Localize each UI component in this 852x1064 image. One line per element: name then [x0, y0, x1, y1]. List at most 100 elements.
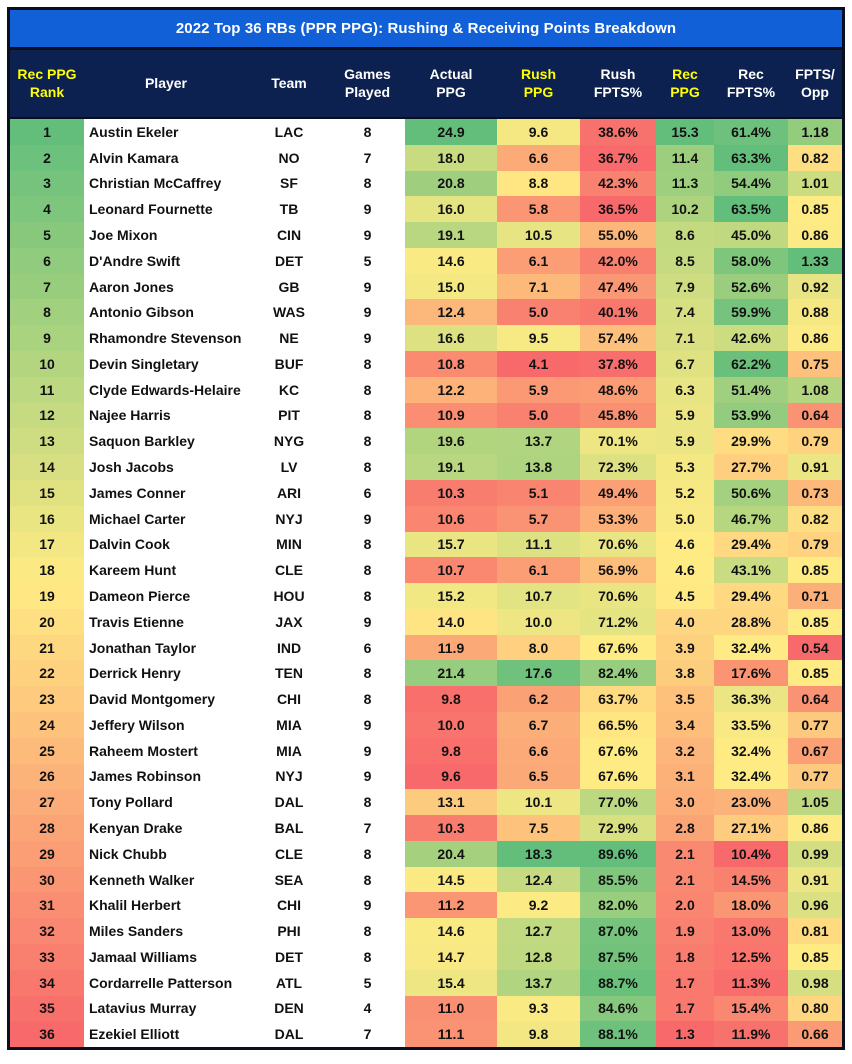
cell-player: Austin Ekeler	[89, 123, 179, 140]
cell-fpts_opp: 0.64	[788, 402, 842, 429]
cell-player: Nick Chubb	[89, 845, 167, 862]
cell-rush_fpts_pct: 85.5%	[580, 866, 656, 893]
table-row: 25 Raheem Mostert MIA 9 9.8 6.6 67.6% 3.2 32.4% 0…	[10, 737, 842, 764]
table-row: 17 Dalvin Cook MIN 8 15.7 11.1 70.6% 4.6 29.4% 0.…	[10, 531, 842, 558]
cell-player: Kenyan Drake	[89, 819, 183, 836]
cell-player: Jamaal Williams	[89, 948, 198, 965]
header-rush_fpts_pct: Rush FPTS%	[593, 66, 643, 100]
cell-rush_fpts_pct: 40.1%	[580, 299, 656, 326]
cell-rec_ppg: 8.5	[656, 247, 714, 274]
cell-rush_fpts_pct: 67.6%	[580, 763, 656, 790]
cell-rec_ppg: 2.1	[656, 866, 714, 893]
cell-rec_fpts_pct: 10.4%	[714, 840, 788, 867]
cell-player: Latavius Murray	[89, 1000, 197, 1017]
cell-rec_fpts_pct: 51.4%	[714, 376, 788, 403]
table-row: 11 Clyde Edwards-Helaire KC 8 12.2 5.9 48.6% 6.…	[10, 376, 842, 403]
cell-rec_fpts_pct: 12.5%	[714, 944, 788, 970]
cell-rec_fpts_pct: 53.9%	[714, 402, 788, 429]
cell-rank: 3	[10, 170, 84, 197]
cell-rec_fpts_pct: 63.5%	[714, 196, 788, 223]
cell-rec_ppg: 5.9	[656, 428, 714, 455]
table-row: 13 Saquon Barkley NYG 8 19.6 13.7 70.1% 5.9 29.9…	[10, 428, 842, 455]
cell-team: NYJ	[275, 510, 303, 527]
cell-rush_fpts_pct: 87.0%	[580, 918, 656, 944]
cell-player: Leonard Fournette	[89, 201, 213, 218]
cell-actual_ppg: 10.8	[405, 351, 497, 377]
cell-team: ARI	[276, 484, 302, 501]
cell-fpts_opp: 0.73	[788, 479, 842, 506]
cell-rush_ppg: 17.6	[497, 660, 580, 687]
cell-rank: 9	[10, 325, 84, 352]
table-row: 24 Jeffery Wilson MIA 9 10.0 6.7 66.5% 3.4 33.5%…	[10, 711, 842, 738]
cell-rec_fpts_pct: 27.7%	[714, 454, 788, 480]
cell-actual_ppg: 10.3	[405, 815, 497, 841]
cell-player: Travis Etienne	[89, 613, 184, 630]
cell-player: Michael Carter	[89, 510, 186, 527]
cell-rush_ppg: 7.5	[497, 815, 580, 841]
cell-games: 6	[363, 484, 372, 501]
header-rank: Rec PPG Rank	[17, 66, 77, 100]
cell-rush_ppg: 6.6	[497, 737, 580, 764]
cell-fpts_opp: 0.77	[788, 763, 842, 790]
cell-rec_fpts_pct: 17.6%	[714, 660, 788, 687]
cell-player: Devin Singletary	[89, 355, 199, 372]
table-row: 14 Josh Jacobs LV 8 19.1 13.8 72.3% 5.3 27.7% 0.9…	[10, 454, 842, 480]
cell-rec_fpts_pct: 58.0%	[714, 247, 788, 274]
cell-actual_ppg: 24.9	[405, 119, 497, 145]
cell-rank: 25	[10, 737, 84, 764]
cell-rec_fpts_pct: 29.9%	[714, 428, 788, 455]
header-games: Games Played	[344, 66, 391, 100]
cell-fpts_opp: 0.67	[788, 737, 842, 764]
cell-rec_ppg: 3.8	[656, 660, 714, 687]
cell-fpts_opp: 1.08	[788, 376, 842, 403]
cell-team: KC	[278, 381, 300, 398]
cell-team: CHI	[276, 691, 302, 708]
stats-table-frame: 2022 Top 36 RBs (PPR PPG): Rushing & Rec…	[7, 7, 845, 1050]
cell-rec_fpts_pct: 63.3%	[714, 144, 788, 171]
cell-rec_fpts_pct: 23.0%	[714, 789, 788, 816]
cell-actual_ppg: 11.1	[405, 1021, 497, 1048]
cell-player: Clyde Edwards-Helaire	[89, 381, 241, 398]
cell-games: 9	[363, 304, 372, 321]
cell-rank: 2	[10, 144, 84, 171]
cell-rush_ppg: 7.1	[497, 273, 580, 300]
cell-fpts_opp: 0.79	[788, 428, 842, 455]
cell-rush_fpts_pct: 57.4%	[580, 325, 656, 352]
cell-rec_ppg: 1.7	[656, 995, 714, 1022]
cell-games: 5	[363, 974, 372, 991]
cell-team: TEN	[275, 665, 303, 682]
cell-team: CHI	[276, 897, 302, 914]
cell-team: PHI	[277, 923, 301, 940]
cell-rec_ppg: 2.1	[656, 840, 714, 867]
cell-rank: 24	[10, 711, 84, 738]
cell-fpts_opp: 1.18	[788, 119, 842, 145]
cell-rec_fpts_pct: 13.0%	[714, 918, 788, 944]
cell-rush_ppg: 12.8	[497, 944, 580, 970]
cell-games: 8	[363, 691, 372, 708]
cell-rec_fpts_pct: 46.7%	[714, 505, 788, 532]
cell-rec_ppg: 3.5	[656, 686, 714, 712]
cell-team: DET	[275, 252, 303, 269]
cell-actual_ppg: 15.0	[405, 273, 497, 300]
cell-team: SF	[280, 175, 298, 192]
header-rush_ppg: Rush PPG	[521, 66, 556, 100]
cell-rush_fpts_pct: 67.6%	[580, 737, 656, 764]
table-row: 7 Aaron Jones GB 9 15.0 7.1 47.4% 7.9 52.6% 0.92	[10, 273, 842, 300]
cell-team: PIT	[278, 407, 300, 424]
cell-rush_fpts_pct: 36.5%	[580, 196, 656, 223]
cell-rec_ppg: 11.3	[656, 170, 714, 197]
cell-actual_ppg: 14.0	[405, 608, 497, 635]
cell-games: 8	[363, 871, 372, 888]
cell-rec_ppg: 11.4	[656, 144, 714, 171]
cell-rank: 34	[10, 969, 84, 996]
table-row: 2 Alvin Kamara NO 7 18.0 6.6 36.7% 11.4 63.3% 0.8…	[10, 144, 842, 171]
cell-rush_fpts_pct: 89.6%	[580, 840, 656, 867]
cell-fpts_opp: 0.85	[788, 196, 842, 223]
cell-fpts_opp: 0.86	[788, 815, 842, 841]
cell-rank: 29	[10, 840, 84, 867]
cell-rank: 19	[10, 583, 84, 609]
cell-actual_ppg: 11.0	[405, 995, 497, 1022]
cell-player: Najee Harris	[89, 407, 171, 424]
cell-rush_fpts_pct: 48.6%	[580, 376, 656, 403]
cell-rush_ppg: 6.7	[497, 711, 580, 738]
